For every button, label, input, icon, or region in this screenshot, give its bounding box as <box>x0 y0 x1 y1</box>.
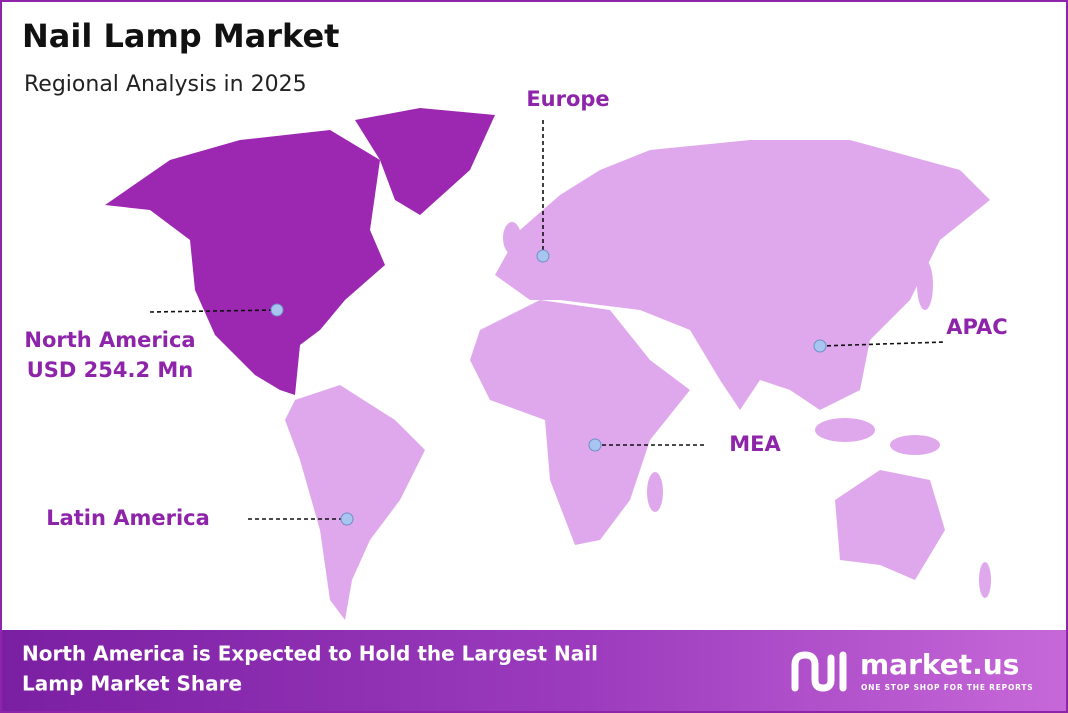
logo: market.us ONE STOP SHOP FOR THE REPORTS <box>791 648 1034 692</box>
footer-text: Lamp Market Share <box>22 672 242 696</box>
marker <box>270 303 284 317</box>
markers <box>270 249 827 526</box>
marker <box>588 438 602 452</box>
greenland-shape <box>355 108 495 215</box>
new-zealand-shape <box>979 562 991 598</box>
footer-band <box>2 630 1066 711</box>
region-label: Latin America <box>46 506 210 530</box>
region-label: MEA <box>729 432 781 456</box>
madagascar-shape <box>647 472 663 512</box>
islands-shape <box>890 435 940 455</box>
australia-shape <box>835 470 945 580</box>
africa-shape <box>470 300 690 545</box>
south-america-shape <box>285 385 425 620</box>
logo-tagline: ONE STOP SHOP FOR THE REPORTS <box>861 683 1034 692</box>
north-america-shape <box>105 130 385 395</box>
leader-lines <box>149 120 946 520</box>
region-label: North America <box>24 328 195 352</box>
islands-shape <box>815 418 875 442</box>
japan-shape <box>917 260 933 310</box>
region-value: USD 254.2 Mn <box>27 358 194 382</box>
title: Nail Lamp Market <box>22 17 339 55</box>
marker <box>340 512 354 526</box>
world-map <box>105 108 991 620</box>
marker <box>536 249 550 263</box>
logo-name: market.us <box>860 648 1019 681</box>
region-label: Europe <box>526 87 609 111</box>
marker <box>813 339 827 353</box>
footer-text: North America is Expected to Hold the La… <box>22 642 598 666</box>
leader-line <box>149 309 278 313</box>
uk-shape <box>503 222 521 254</box>
subtitle: Regional Analysis in 2025 <box>24 72 307 97</box>
eurasia-shape <box>495 140 990 410</box>
region-label: APAC <box>946 315 1007 339</box>
logo-icon <box>791 651 847 692</box>
